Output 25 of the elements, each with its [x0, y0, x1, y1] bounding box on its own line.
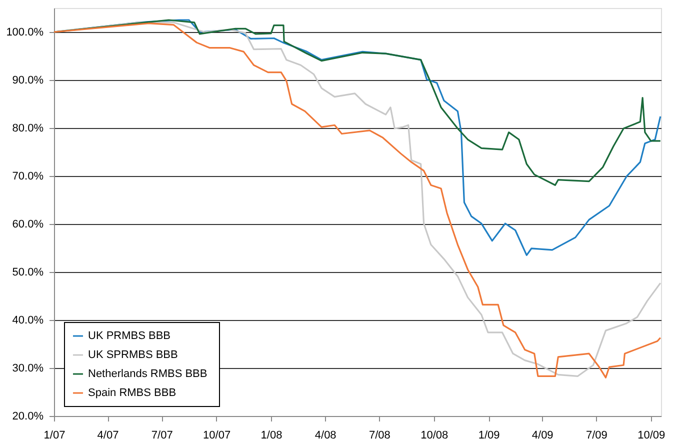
legend-label: Spain RMBS BBB: [88, 387, 176, 399]
x-tick-label: 7/08: [368, 430, 390, 442]
x-tick-label: 4/08: [314, 430, 336, 442]
y-tick-label: 90.0%: [12, 74, 44, 86]
x-tick-label: 10/08: [420, 430, 448, 442]
y-tick-label: 20.0%: [12, 410, 44, 422]
legend-label: UK SPRMBS BBB: [88, 349, 178, 361]
x-tick-label: 4/09: [532, 430, 554, 442]
x-tick-label: 4/07: [97, 430, 119, 442]
y-tick-label: 40.0%: [12, 314, 44, 326]
legend-label: UK PRMBS BBB: [88, 330, 171, 342]
x-tick-label: 1/08: [260, 430, 282, 442]
y-tick-label: 60.0%: [12, 218, 44, 230]
x-tick-label: 7/07: [151, 430, 173, 442]
x-tick-label: 1/07: [44, 430, 66, 442]
y-tick-label: 50.0%: [12, 266, 44, 278]
y-tick-label: 100.0%: [6, 26, 44, 38]
x-tick-label: 10/09: [638, 430, 666, 442]
y-tick-label: 80.0%: [12, 122, 44, 134]
x-tick-label: 10/07: [203, 430, 231, 442]
y-tick-label: 30.0%: [12, 362, 44, 374]
x-tick-label: 7/09: [586, 430, 608, 442]
y-tick-label: 70.0%: [12, 170, 44, 182]
legend-label: Netherlands RMBS BBB: [88, 368, 208, 380]
x-tick-label: 1/09: [478, 430, 500, 442]
